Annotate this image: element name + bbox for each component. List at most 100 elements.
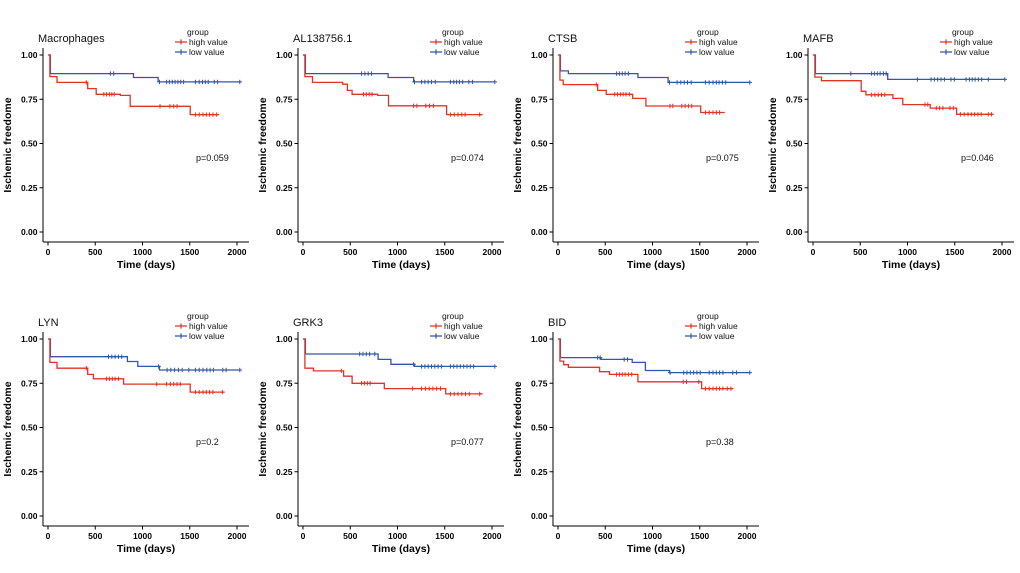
y-tick-label: 0.25 bbox=[21, 467, 38, 477]
panel-title: LYN bbox=[38, 317, 59, 329]
y-tick-label: 0.25 bbox=[276, 183, 293, 193]
km-curve-high bbox=[48, 338, 225, 393]
y-axis-title: Ischemic freedome bbox=[512, 97, 524, 192]
y-tick-label: 1.00 bbox=[531, 50, 548, 60]
legend-label-high: high value bbox=[699, 37, 738, 47]
km-curve-low bbox=[48, 54, 240, 83]
panel-title: BID bbox=[548, 317, 566, 329]
legend-key-low-icon bbox=[940, 49, 952, 55]
x-tick-label: 2000 bbox=[993, 247, 1012, 257]
x-tick-label: 500 bbox=[853, 247, 867, 257]
legend-key-low-icon bbox=[430, 333, 442, 339]
x-tick-label: 500 bbox=[343, 531, 357, 541]
y-tick-label: 0.75 bbox=[531, 94, 548, 104]
legend-label-low: low value bbox=[699, 47, 735, 57]
x-tick-label: 1000 bbox=[133, 247, 152, 257]
legend-key-high-icon bbox=[685, 323, 697, 329]
legend-label-low: low value bbox=[189, 331, 225, 341]
censor-marks-low bbox=[848, 71, 1007, 82]
km-curve-low bbox=[558, 54, 750, 84]
x-tick-label: 0 bbox=[811, 247, 816, 257]
x-tick-label: 1500 bbox=[690, 531, 709, 541]
km-panel-ctsb: CTSB group high value low value 0.00 0.25 0.50… bbox=[510, 0, 765, 284]
legend-label-low: low value bbox=[954, 47, 990, 57]
legend-key-high-icon bbox=[685, 39, 697, 45]
y-tick-label: 1.00 bbox=[21, 334, 38, 344]
km-curve-low bbox=[813, 54, 1005, 81]
legend-label-high: high value bbox=[954, 37, 993, 47]
legend-key-low-icon bbox=[430, 49, 442, 55]
km-curve-low bbox=[303, 54, 495, 83]
censor-marks-high bbox=[614, 372, 734, 391]
km-curve-high bbox=[558, 54, 725, 114]
x-axis-title: Time (days) bbox=[117, 259, 175, 271]
y-axis-title: Ischemic freedome bbox=[2, 381, 14, 476]
legend-label-low: low value bbox=[699, 331, 735, 341]
y-tick-label: 0.00 bbox=[531, 227, 548, 237]
censor-marks-low bbox=[357, 351, 497, 369]
y-tick-label: 0.00 bbox=[276, 227, 293, 237]
y-axis-title: Ischemic freedome bbox=[257, 381, 269, 476]
legend-key-low-icon bbox=[175, 49, 187, 55]
y-tick-label: 0.50 bbox=[21, 423, 38, 433]
y-axis-title: Ischemic freedome bbox=[767, 97, 779, 192]
legend-key-high-icon bbox=[175, 39, 187, 45]
x-tick-label: 1500 bbox=[690, 247, 709, 257]
km-panel-bid: BID group high value low value 0.00 0.25 0.50 0… bbox=[510, 284, 765, 568]
km-panel-mafb: MAFB group high value low value 0.00 0.25 0.50… bbox=[765, 0, 1020, 284]
legend-title: group bbox=[697, 311, 719, 321]
legend-title: group bbox=[697, 27, 719, 37]
y-tick-label: 0.50 bbox=[276, 423, 293, 433]
x-tick-label: 1500 bbox=[945, 247, 964, 257]
legend-label-high: high value bbox=[699, 321, 738, 331]
y-tick-label: 0.25 bbox=[531, 183, 548, 193]
legend-key-low-icon bbox=[175, 333, 187, 339]
y-tick-label: 0.75 bbox=[21, 94, 38, 104]
km-curve-low bbox=[303, 338, 495, 368]
y-axis-title: Ischemic freedome bbox=[512, 381, 524, 476]
y-tick-label: 0.50 bbox=[276, 139, 293, 149]
y-tick-label: 0.50 bbox=[21, 139, 38, 149]
x-tick-label: 0 bbox=[46, 531, 51, 541]
x-tick-label: 500 bbox=[598, 531, 612, 541]
x-axis-title: Time (days) bbox=[627, 543, 685, 555]
legend-key-low-icon bbox=[685, 333, 697, 339]
censor-marks-low bbox=[614, 71, 752, 85]
y-tick-label: 1.00 bbox=[786, 50, 803, 60]
y-tick-label: 0.50 bbox=[786, 139, 803, 149]
legend-label-low: low value bbox=[189, 47, 225, 57]
x-axis-title: Time (days) bbox=[117, 543, 175, 555]
y-tick-label: 0.50 bbox=[531, 139, 548, 149]
legend-label-low: low value bbox=[444, 47, 480, 57]
legend-label-high: high value bbox=[444, 37, 483, 47]
panel-title: MAFB bbox=[803, 33, 834, 45]
x-tick-label: 1000 bbox=[388, 531, 407, 541]
x-tick-label: 1000 bbox=[133, 531, 152, 541]
x-tick-label: 0 bbox=[301, 531, 306, 541]
y-tick-label: 0.75 bbox=[531, 378, 548, 388]
legend-key-high-icon bbox=[940, 39, 952, 45]
p-value-label: p=0.2 bbox=[196, 437, 219, 447]
y-tick-label: 0.00 bbox=[21, 227, 38, 237]
x-tick-label: 1500 bbox=[435, 247, 454, 257]
x-axis-title: Time (days) bbox=[882, 259, 940, 271]
y-tick-label: 0.00 bbox=[21, 511, 38, 521]
y-tick-label: 0.75 bbox=[276, 94, 293, 104]
legend-title: group bbox=[952, 27, 974, 37]
km-panel-grk3: GRK3 group high value low value 0.00 0.25 0.50… bbox=[255, 284, 510, 568]
km-panel-lyn: LYN group high value low value 0.00 0.25 0.50 0… bbox=[0, 284, 255, 568]
y-tick-label: 1.00 bbox=[531, 334, 548, 344]
panel-title: Macrophages bbox=[38, 33, 105, 45]
legend-label-high: high value bbox=[189, 37, 228, 47]
p-value-label: p=0.046 bbox=[961, 153, 994, 163]
x-tick-label: 0 bbox=[556, 531, 561, 541]
y-axis-title: Ischemic freedome bbox=[2, 97, 14, 192]
censor-marks-high bbox=[339, 368, 482, 397]
panel-title: CTSB bbox=[548, 33, 577, 45]
x-tick-label: 2000 bbox=[483, 531, 502, 541]
